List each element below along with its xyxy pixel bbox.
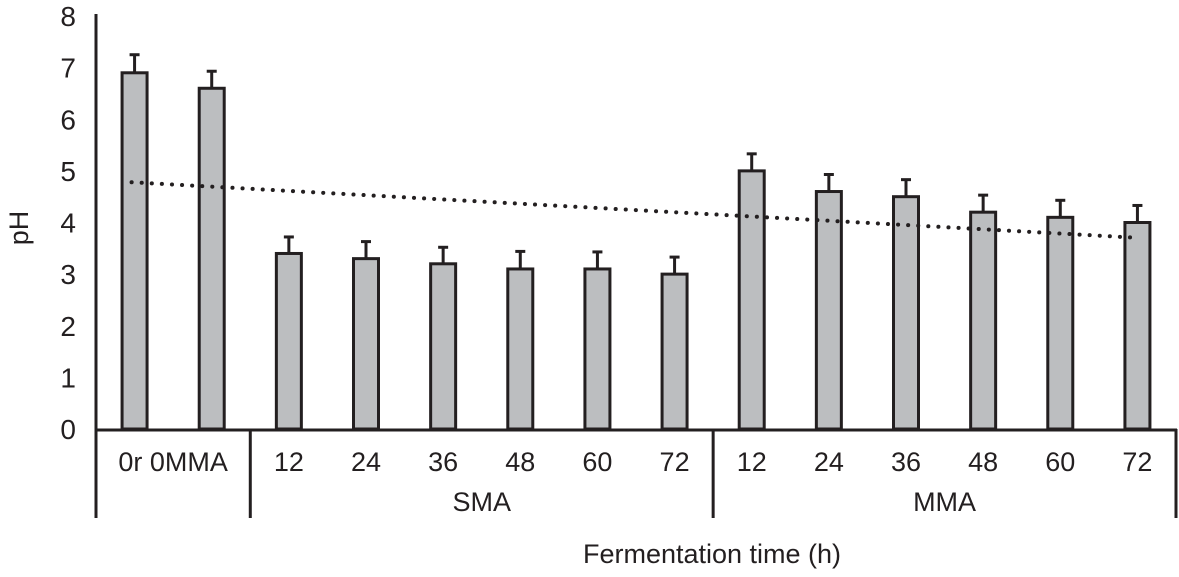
x-tick-label: 60 (582, 447, 612, 477)
bar (814, 190, 843, 431)
y-tick-label: 6 (60, 104, 76, 135)
y-axis-label: pH (4, 211, 34, 246)
x-tick-label: 24 (814, 447, 844, 477)
x-tick-label: 12 (274, 447, 304, 477)
y-tick-label: 5 (60, 156, 76, 187)
x-tick-label: 24 (351, 447, 381, 477)
bar (274, 251, 303, 431)
x-tick-label: 60 (1045, 447, 1075, 477)
bar (197, 86, 226, 431)
y-tick-label: 0 (60, 414, 76, 445)
trendline (129, 180, 1134, 240)
bar (506, 267, 535, 431)
group-label: MMA (913, 487, 976, 517)
bar (660, 272, 689, 431)
bar (1046, 215, 1075, 431)
bar (352, 257, 380, 431)
x-tick-label: 36 (428, 447, 458, 477)
x-tick-label: 72 (1122, 447, 1152, 477)
x-tick-label: 36 (891, 447, 921, 477)
bar (583, 267, 612, 431)
x-axis-label: Fermentation time (h) (583, 539, 841, 569)
bar (1123, 221, 1152, 431)
y-tick-label: 1 (60, 362, 76, 393)
y-tick-label: 4 (60, 208, 76, 239)
y-tick-label: 8 (60, 1, 76, 32)
x-tick-label: 12 (737, 447, 767, 477)
x-tick-label: 48 (968, 447, 998, 477)
y-tick-label: 3 (60, 259, 76, 290)
x-tick-label: 48 (505, 447, 535, 477)
bar (429, 262, 458, 431)
y-tick-label: 7 (60, 53, 76, 84)
x-tick-label: 72 (660, 447, 690, 477)
y-tick-label: 2 (60, 311, 76, 342)
bar (969, 210, 998, 431)
x-tick-label: 0r 0MMA (118, 447, 228, 477)
bar (892, 195, 920, 431)
group-label: SMA (452, 487, 511, 517)
bar (737, 169, 766, 431)
bar (120, 71, 149, 431)
